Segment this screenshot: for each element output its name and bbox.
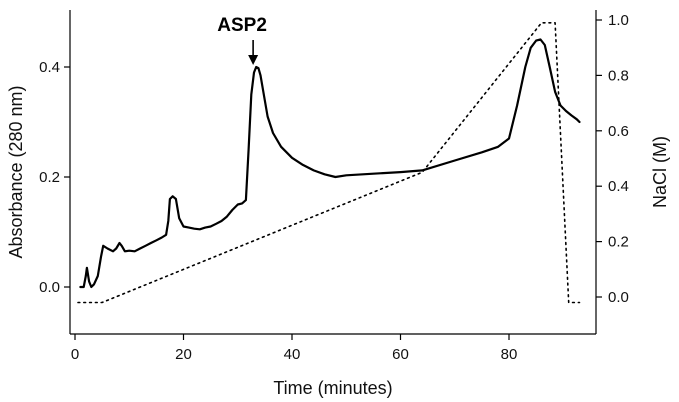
x-tick-label-0: 0 (71, 346, 79, 363)
y2-tick-label-1: 0.2 (608, 234, 629, 251)
y2-tick-label-5: 1.0 (608, 12, 629, 29)
y-tick-label-1: 0.2 (39, 169, 60, 186)
nacl-gradient-line (77, 22, 581, 304)
x-tick-label-2: 40 (284, 346, 301, 363)
x-axis-title: Time (minutes) (273, 378, 392, 398)
absorbance-line (79, 38, 581, 289)
y-axis-title: Absorbance (280 nm) (6, 85, 26, 258)
y-tick-label-2: 0.4 (39, 59, 60, 76)
y-tick-label-0: 0.0 (39, 279, 60, 296)
right-y-axis-title: NaCl (M) (650, 136, 670, 208)
x-tick-label-4: 80 (501, 346, 518, 363)
y2-tick-label-2: 0.4 (608, 178, 629, 195)
y2-tick-label-4: 0.8 (608, 67, 629, 84)
y2-tick-label-3: 0.6 (608, 123, 629, 140)
annotation-arrow-head (248, 55, 259, 65)
x-tick-label-3: 60 (392, 346, 409, 363)
y2-tick-label-0: 0.0 (608, 289, 629, 306)
peak-annotation-label: ASP2 (217, 15, 267, 36)
x-tick-label-1: 20 (175, 346, 192, 363)
